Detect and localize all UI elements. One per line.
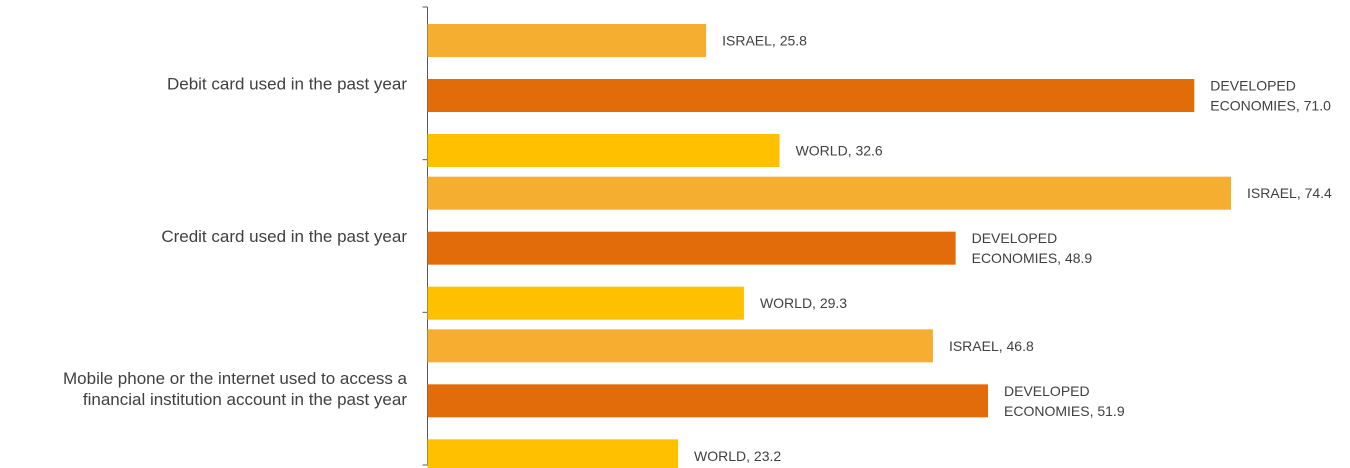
data-label: WORLD, 32.6 xyxy=(796,143,883,159)
data-label-line: DEVELOPED xyxy=(1004,383,1090,399)
data-label-line: ISRAEL, 25.8 xyxy=(722,33,807,49)
data-label: DEVELOPED ECONOMIES, 71.0 xyxy=(1210,78,1331,114)
data-label-line: ECONOMIES, 48.9 xyxy=(972,250,1093,266)
category-label-line: financial institution account in the pas… xyxy=(83,390,407,409)
category-axis xyxy=(422,6,428,466)
data-label: ISRAEL, 74.4 xyxy=(1247,185,1332,201)
bar-world xyxy=(427,286,744,320)
data-label-line: WORLD, 32.6 xyxy=(796,143,883,159)
data-label-line: DEVELOPED xyxy=(972,230,1058,246)
data-label: ISRAEL, 25.8 xyxy=(722,33,807,49)
bar-israel xyxy=(427,176,1232,210)
data-label-line: ECONOMIES, 51.9 xyxy=(1004,403,1125,419)
category-label: Debit card used in the past year xyxy=(167,74,407,93)
bar-israel xyxy=(427,329,933,363)
category-label: Credit card used in the past year xyxy=(161,227,407,246)
category-labels: Debit card used in the past year Credit c… xyxy=(63,74,408,409)
category-label-line: Debit card used in the past year xyxy=(167,74,407,93)
data-label: WORLD, 23.2 xyxy=(694,448,781,464)
bar-israel xyxy=(427,24,707,57)
category-label: Mobile phone or the internet used to acc… xyxy=(63,369,408,409)
bar-world xyxy=(427,439,679,468)
data-label-line: WORLD, 29.3 xyxy=(760,295,847,311)
category-label-line: Credit card used in the past year xyxy=(161,227,407,246)
data-label-line: DEVELOPED xyxy=(1210,78,1296,94)
data-label: ISRAEL, 46.8 xyxy=(949,338,1034,354)
data-label-line: ISRAEL, 74.4 xyxy=(1247,185,1332,201)
data-label-line: WORLD, 23.2 xyxy=(694,448,781,464)
data-label-line: ISRAEL, 46.8 xyxy=(949,338,1034,354)
bar-developed-economies xyxy=(427,231,956,265)
bars xyxy=(427,24,1232,468)
bar-developed-economies xyxy=(427,384,989,418)
data-labels: ISRAEL, 25.8 DEVELOPED ECONOMIES, 71.0 WORL… xyxy=(694,33,1332,464)
data-label: DEVELOPED ECONOMIES, 48.9 xyxy=(972,230,1093,266)
bar-developed-economies xyxy=(427,79,1195,112)
category-label-line: Mobile phone or the internet used to acc… xyxy=(63,369,408,388)
data-label: DEVELOPED ECONOMIES, 51.9 xyxy=(1004,383,1125,419)
data-label: WORLD, 29.3 xyxy=(760,295,847,311)
data-label-line: ECONOMIES, 71.0 xyxy=(1210,98,1331,114)
bar-world xyxy=(427,134,780,167)
